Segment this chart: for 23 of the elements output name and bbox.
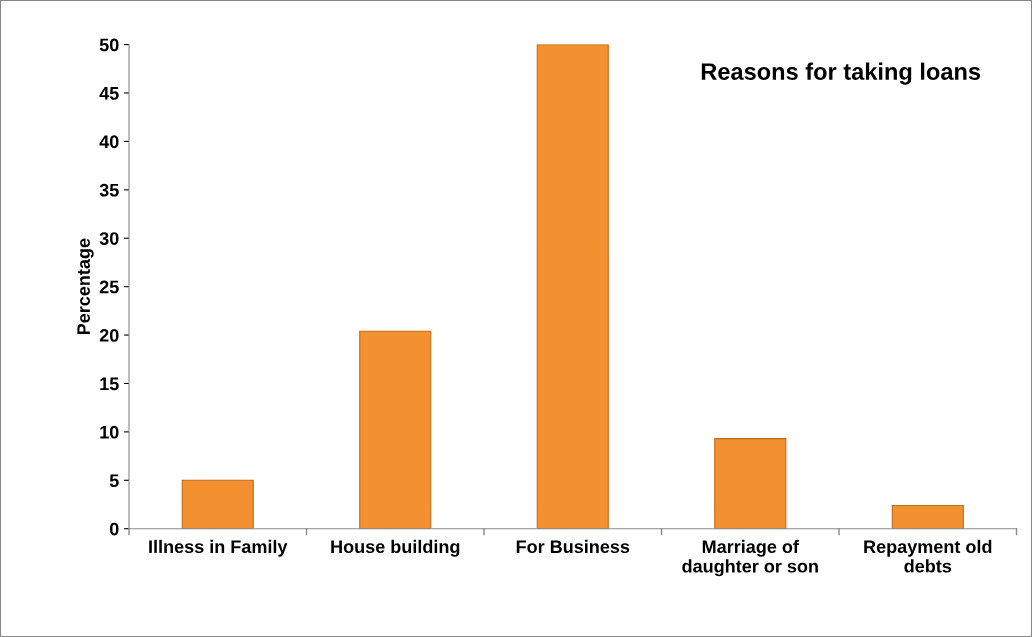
y-axis-title: Percentage	[77, 238, 94, 335]
y-tick-label: 30	[99, 232, 119, 245]
text: Reasons for taking loans	[701, 62, 981, 85]
bar	[536, 44, 609, 529]
x-tick-label: Repayment old debts	[864, 539, 992, 573]
y-tick-label: 15	[100, 377, 119, 391]
y-tick-label: 40	[99, 135, 119, 149]
y-tick-label: 45	[99, 87, 119, 100]
y-tick-label: 20	[99, 329, 119, 342]
x-tick-label: House building	[331, 539, 460, 557]
y-tick-label: 35	[99, 183, 119, 197]
bar	[714, 438, 787, 529]
x-tick-label: Marriage of daughter or son	[682, 539, 818, 577]
bar	[891, 504, 964, 529]
y-tick-label: 50	[99, 38, 119, 52]
bar	[359, 330, 432, 529]
x-tick-label: For Business	[516, 539, 630, 554]
y-tick-label: 25	[99, 280, 119, 294]
y-tick-label: 0	[109, 522, 119, 536]
y-tick-label: 5	[109, 474, 119, 488]
y-tick-label: 10	[100, 425, 119, 439]
x-tick-label: Illness in Family	[149, 539, 288, 557]
bar	[181, 479, 254, 529]
